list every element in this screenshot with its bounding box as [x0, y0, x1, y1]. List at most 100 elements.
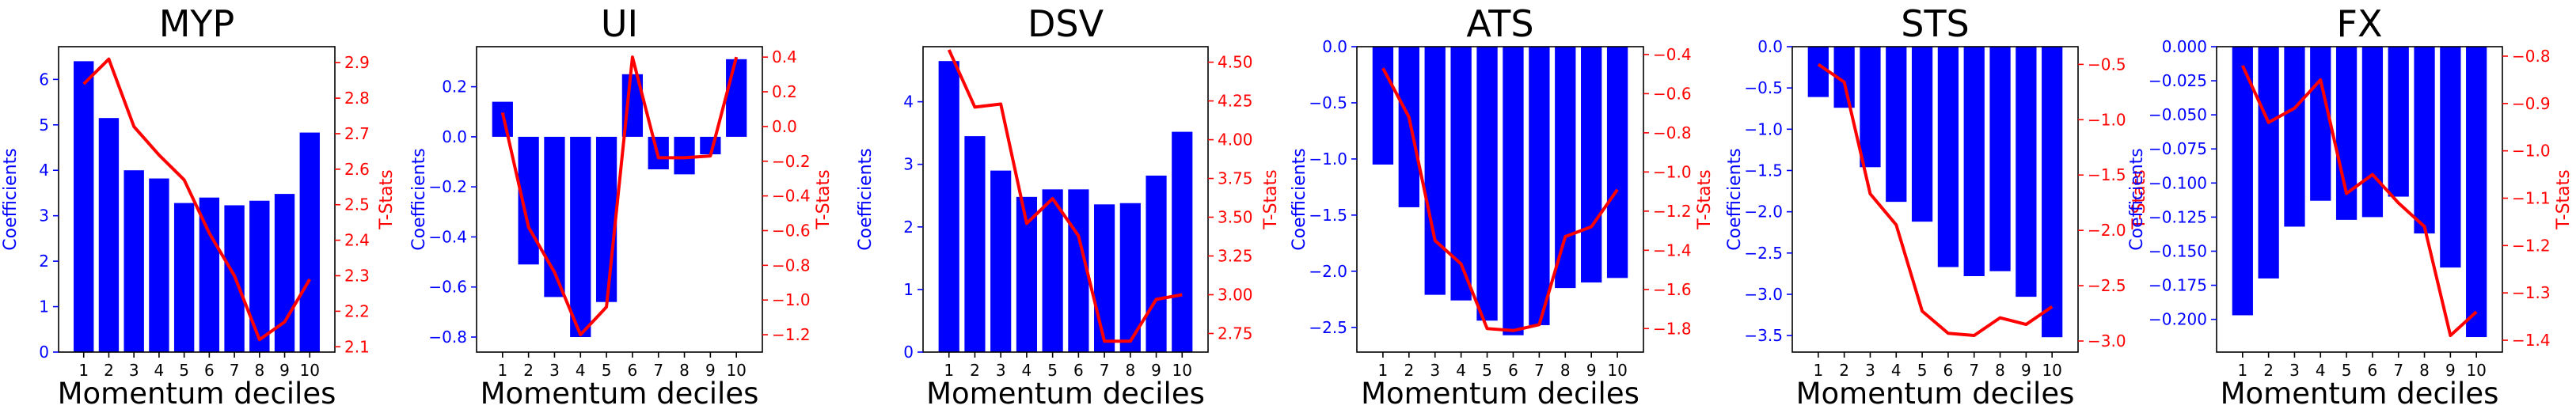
bar: [2466, 47, 2487, 338]
left-tick-label: −0.200: [2149, 310, 2207, 329]
x-tick-label: 7: [230, 361, 240, 380]
x-tick-label: 6: [1943, 361, 1954, 380]
right-axis-label: T-Stats: [2554, 169, 2574, 230]
x-tick-label: 3: [1865, 361, 1875, 380]
left-tick-label: −1.5: [1744, 161, 1783, 180]
x-tick-label: 2: [104, 361, 114, 380]
right-tick-label: 2.2: [344, 301, 370, 320]
x-tick-label: 10: [2042, 361, 2061, 380]
right-tick-label: 2.1: [344, 337, 370, 356]
left-tick-label: −1.5: [1309, 206, 1347, 225]
left-tick-label: 1: [39, 297, 49, 316]
x-tick-label: 10: [300, 361, 320, 380]
chart-title: MYP: [159, 2, 235, 45]
x-axis-label: Momentum deciles: [2221, 377, 2499, 411]
x-tick-label: 4: [1456, 361, 1466, 380]
x-tick-label: 6: [204, 361, 215, 380]
right-tick-label: −0.8: [1653, 123, 1692, 142]
right-tick-label: −0.5: [2088, 55, 2126, 74]
left-tick-label: 0: [903, 343, 914, 362]
x-tick-label: 3: [549, 361, 560, 380]
bar: [1146, 175, 1167, 352]
x-tick-label: 9: [1586, 361, 1597, 380]
left-tick-label: 0.000: [2162, 37, 2207, 56]
x-tick-label: 10: [1172, 361, 1192, 380]
bar: [1911, 47, 1933, 222]
bar: [2440, 47, 2461, 268]
left-tick-label: −0.075: [2149, 139, 2207, 158]
bar: [938, 61, 959, 352]
t-stats-line: [1817, 63, 2054, 338]
right-tick-label: −1.0: [2088, 110, 2126, 129]
bar: [1042, 189, 1063, 352]
right-axis-label: T-Stats: [1261, 169, 1281, 230]
x-tick-label: 8: [254, 361, 264, 380]
bar: [570, 136, 591, 338]
bar: [2258, 47, 2279, 278]
right-tick-label: 2.5: [344, 195, 370, 214]
right-tick-label: −1.4: [1653, 241, 1692, 260]
right-tick-label: 0.2: [772, 82, 797, 101]
right-tick-label: 2.6: [344, 160, 370, 179]
right-tick-label: 4.00: [1218, 131, 1253, 150]
bar: [98, 118, 120, 352]
bar: [1963, 47, 1985, 277]
x-tick-label: 5: [179, 361, 189, 380]
chart-panel-sts: −3.5 −3.0 −2.5 −2.0 −1.5 −1.0 −0.5 0.0 −3.0 −2.5 −…: [1725, 2, 2149, 411]
x-tick-label: 2: [523, 361, 534, 380]
x-tick-label: 1: [497, 361, 507, 380]
left-tick-label: 5: [39, 116, 49, 135]
bar: [1398, 47, 1419, 207]
right-tick-label: 2.4: [344, 231, 370, 250]
left-tick-label: 0.0: [442, 127, 467, 146]
x-tick-label: 5: [1482, 361, 1492, 380]
left-tick-label: 0.0: [1322, 37, 1347, 56]
x-tick-label: 10: [726, 361, 746, 380]
bar: [1503, 47, 1524, 335]
x-tick-label: 4: [1891, 361, 1902, 380]
x-axis-label: Momentum deciles: [1361, 377, 1639, 411]
t-stats-line: [2241, 65, 2478, 338]
bar: [1529, 47, 1550, 325]
x-tick-label: 5: [1917, 361, 1928, 380]
bar: [249, 200, 270, 352]
bar: [2388, 47, 2409, 197]
x-tick-label: 1: [1378, 361, 1389, 380]
x-tick-label: 4: [2316, 361, 2326, 380]
plot-frame: [1791, 46, 2079, 353]
left-tick-label: −0.5: [1309, 93, 1347, 112]
chart-title: STS: [1901, 2, 1970, 45]
right-tick-label: 3.50: [1218, 208, 1253, 227]
x-tick-label: 4: [154, 361, 165, 380]
bar: [2310, 47, 2331, 201]
x-axis-label: Momentum deciles: [1796, 377, 2075, 411]
bar: [2016, 47, 2037, 297]
x-tick-label: 3: [1430, 361, 1440, 380]
bar: [726, 59, 747, 137]
chart-title: DSV: [1028, 2, 1104, 45]
bar: [2414, 47, 2435, 234]
x-tick-label: 7: [1969, 361, 1979, 380]
plot-frame: [1356, 46, 1644, 353]
x-tick-label: 1: [2237, 361, 2247, 380]
right-axis-label: T-Stats: [1695, 169, 1715, 230]
x-tick-label: 6: [1073, 361, 1084, 380]
bar: [173, 203, 195, 352]
right-tick-label: −1.5: [2088, 165, 2126, 184]
plot-frame: [58, 46, 336, 353]
left-tick-label: −0.025: [2149, 71, 2207, 90]
x-tick-label: 4: [576, 361, 586, 380]
left-tick-label: 1: [903, 280, 914, 299]
left-axis-label: Coefficients: [2127, 148, 2147, 250]
right-tick-label: 3.75: [1218, 169, 1253, 188]
right-tick-label: 3.25: [1218, 247, 1253, 266]
x-tick-label: 9: [705, 361, 716, 380]
x-axis-label: Momentum deciles: [926, 377, 1205, 411]
left-tick-label: −3.5: [1744, 326, 1783, 345]
left-axis-label: Coefficients: [1, 148, 21, 250]
left-tick-label: 6: [39, 70, 49, 89]
x-axis-label: Momentum deciles: [58, 377, 336, 411]
left-tick-label: −2.0: [1309, 262, 1347, 281]
left-tick-label: −2.0: [1744, 203, 1783, 222]
bar: [2042, 47, 2063, 338]
